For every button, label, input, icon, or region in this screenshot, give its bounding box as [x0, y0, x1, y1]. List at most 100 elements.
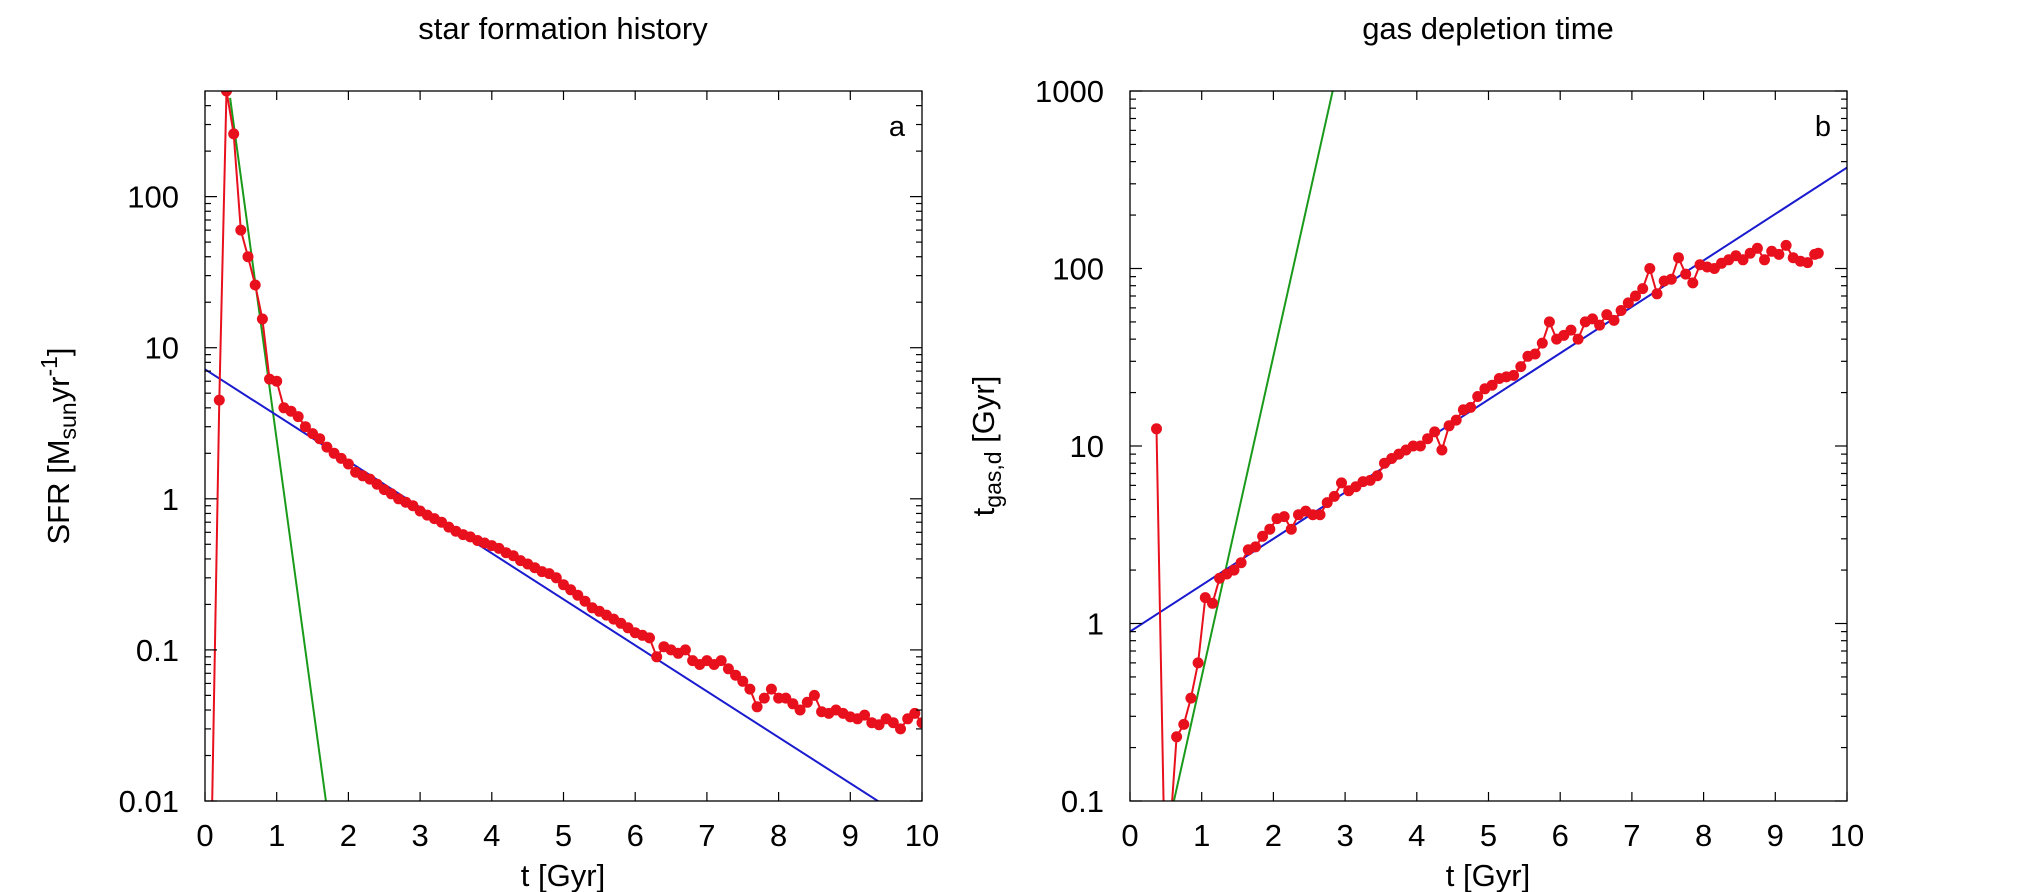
x-tick-label: 7 — [698, 818, 715, 853]
data-point — [1336, 477, 1347, 489]
y-tick-label: 10 — [1070, 429, 1104, 464]
data-point — [1264, 523, 1276, 535]
series-line-fast-exponential-fit — [229, 97, 327, 801]
x-tick-label: 8 — [1695, 818, 1712, 853]
data-point — [1572, 333, 1584, 345]
x-tick-label: 1 — [268, 818, 285, 853]
data-point — [1328, 490, 1340, 502]
x-tick-label: 10 — [905, 818, 939, 853]
data-point — [242, 251, 254, 263]
x-tick-label: 7 — [1623, 818, 1640, 853]
data-point — [715, 655, 727, 667]
y-tick-label: 100 — [1052, 252, 1104, 287]
data-point — [1802, 257, 1814, 269]
x-tick-label: 4 — [483, 818, 500, 853]
data-point — [1207, 597, 1218, 609]
data-point — [1151, 423, 1162, 435]
data-point — [342, 458, 354, 470]
data-point — [1314, 509, 1326, 521]
plot-frame — [1129, 90, 1848, 802]
data-point — [1185, 692, 1197, 704]
data-point — [1565, 324, 1577, 336]
data-point — [1630, 290, 1641, 302]
data-point — [1637, 283, 1649, 295]
y-label-main: t — [966, 507, 1001, 516]
data-point — [1235, 557, 1247, 569]
x-tick-label: 9 — [842, 818, 859, 853]
data-point — [1250, 541, 1261, 553]
y-axis-label: tgas,d [Gyr] — [966, 376, 1006, 517]
data-point — [1665, 273, 1677, 285]
chart-title: gas depletion time — [1362, 11, 1614, 46]
chart-title: star formation history — [418, 11, 708, 46]
data-point — [299, 421, 311, 433]
data-point — [1751, 242, 1763, 254]
data-point — [1680, 268, 1692, 280]
data-point — [1486, 379, 1498, 391]
data-point — [1465, 401, 1477, 413]
x-tick-label: 6 — [1552, 818, 1569, 853]
data-point — [1594, 319, 1606, 331]
x-tick-label: 2 — [1265, 818, 1282, 853]
panel-label: b — [1815, 111, 1831, 143]
data-point — [235, 224, 247, 236]
data-point — [1673, 252, 1684, 264]
plot-area — [205, 91, 922, 801]
data-point — [314, 433, 326, 445]
data-point — [271, 375, 283, 387]
data-point — [1608, 314, 1620, 326]
y-tick-label: 0.1 — [1061, 784, 1104, 819]
data-point — [651, 651, 663, 663]
data-point — [794, 704, 806, 716]
data-point — [1587, 313, 1598, 325]
data-point — [256, 313, 268, 325]
x-tick-label: 1 — [1193, 818, 1210, 853]
data-point — [751, 701, 763, 713]
x-tick-label: 0 — [196, 818, 213, 853]
data-point — [1508, 369, 1520, 381]
y-tick-label: 1000 — [1035, 74, 1104, 109]
x-tick-label: 4 — [1408, 818, 1425, 853]
data-point — [213, 394, 225, 406]
data-point — [249, 279, 261, 291]
y-label-subscript: sun — [55, 402, 81, 439]
data-point — [1171, 731, 1183, 743]
data-point — [1615, 305, 1627, 316]
plot-area — [1130, 91, 1847, 801]
data-point — [758, 692, 770, 704]
data-point — [1192, 657, 1204, 669]
data-point — [737, 675, 749, 687]
x-tick-label: 8 — [770, 818, 787, 853]
data-point — [321, 441, 333, 453]
data-point — [1429, 426, 1441, 438]
chart-panel-b: gas depletion time 0 1 2 3 4 5 6 7 8 9 10 0.1 1 10 100… — [966, 11, 1864, 892]
data-point — [909, 707, 921, 719]
data-point — [1472, 391, 1484, 402]
data-point — [292, 411, 304, 423]
x-tick-label: 9 — [1767, 818, 1784, 853]
y-label-main: SFR [M — [41, 439, 76, 544]
x-tick-label: 6 — [627, 818, 644, 853]
data-point — [1529, 348, 1541, 360]
y-tick-label: 0.01 — [119, 784, 179, 819]
data-point — [1285, 523, 1297, 535]
data-point — [228, 128, 240, 140]
x-tick-label: 5 — [555, 818, 572, 853]
y-tick-label: 100 — [127, 180, 179, 215]
data-point — [916, 717, 922, 729]
data-point — [579, 595, 591, 607]
data-point — [765, 683, 777, 695]
data-point — [1543, 316, 1555, 328]
data-point — [1278, 511, 1290, 523]
data-point — [1515, 361, 1527, 373]
x-axis-label: t [Gyr] — [1446, 858, 1530, 892]
data-point — [1622, 297, 1634, 309]
chart-panel-a: star formation history 0 1 2 3 4 5 6 7 8 9 10 0.01 0… — [36, 11, 939, 892]
data-point — [1436, 444, 1448, 456]
x-axis-label: t [Gyr] — [521, 858, 605, 892]
data-point — [1371, 470, 1383, 482]
data-point — [1450, 414, 1462, 426]
data-point — [1178, 718, 1190, 730]
panel-label: a — [889, 111, 906, 143]
